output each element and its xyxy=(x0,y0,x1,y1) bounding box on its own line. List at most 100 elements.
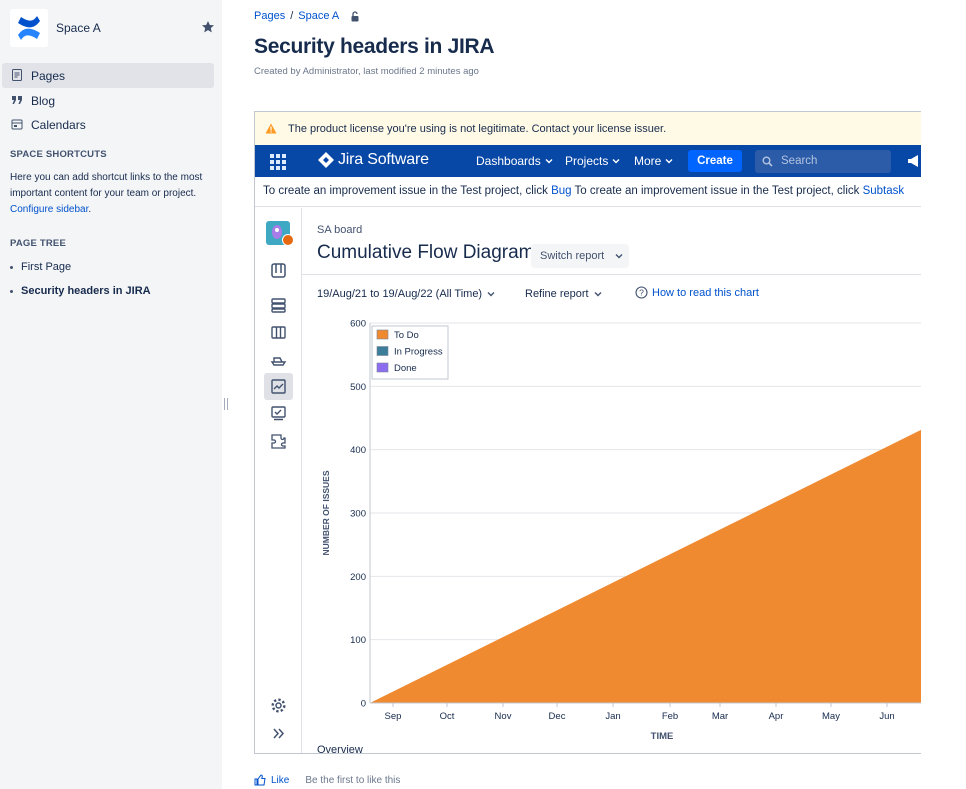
help-icon: ? xyxy=(635,286,648,299)
subtask-link[interactable]: Subtask xyxy=(862,185,905,197)
like-status: Be the first to like this xyxy=(305,774,401,786)
search-placeholder: Search xyxy=(781,155,818,167)
switch-report-label: Switch report xyxy=(540,250,605,262)
x-tick-label: Sep xyxy=(385,711,402,722)
x-tick-label: Jun xyxy=(879,711,894,722)
sidebar-item-label: Blog xyxy=(31,94,56,108)
header-divider xyxy=(302,274,921,275)
shortcuts-description: Here you can add shortcut links to the m… xyxy=(10,172,203,199)
nav-dashboards[interactable]: Dashboards xyxy=(476,154,553,168)
megaphone-icon[interactable] xyxy=(907,154,921,168)
nav-projects-label: Projects xyxy=(565,154,609,168)
switch-report-button[interactable]: Switch report xyxy=(531,244,629,268)
announcement-part: To create an improvement issue in the Te… xyxy=(263,185,552,197)
x-tick-label: Nov xyxy=(495,711,512,722)
like-button[interactable]: Like xyxy=(271,774,290,786)
y-tick-label: 400 xyxy=(350,445,366,456)
report-title: Cumulative Flow Diagram xyxy=(317,242,535,263)
confluence-logo-icon[interactable] xyxy=(10,9,48,47)
project-avatar[interactable] xyxy=(266,221,294,246)
area-series-to-do xyxy=(370,429,921,703)
breadcrumb-pages[interactable]: Pages xyxy=(254,10,286,22)
chevron-down-icon xyxy=(545,159,553,164)
svg-text:?: ? xyxy=(639,288,644,298)
nav-dashboards-label: Dashboards xyxy=(476,154,541,168)
issues-icon[interactable] xyxy=(264,400,293,427)
page-metadata: Created by Administrator, last modified … xyxy=(254,66,479,77)
sidebar-item-label: Pages xyxy=(31,69,66,83)
board-name[interactable]: SA board xyxy=(317,224,363,236)
add-ons-icon[interactable] xyxy=(264,428,293,455)
shortcuts-period: . xyxy=(88,204,92,215)
legend-swatch xyxy=(376,329,389,340)
unlock-icon[interactable] xyxy=(350,10,361,22)
bullet-icon xyxy=(10,266,13,269)
board-icon[interactable] xyxy=(264,257,293,284)
releases-icon[interactable] xyxy=(264,346,293,373)
jira-logo-icon[interactable] xyxy=(318,152,334,168)
overview-heading: Overview xyxy=(317,744,363,754)
sidebar-item-calendars[interactable]: Calendars xyxy=(2,112,214,137)
chevron-down-icon xyxy=(665,159,673,164)
y-tick-label: 200 xyxy=(350,572,366,583)
license-warning-text: The product license you're using is not … xyxy=(288,123,667,135)
project-sidebar xyxy=(255,208,302,753)
refine-report-label: Refine report xyxy=(525,288,589,300)
columns-icon[interactable] xyxy=(264,319,293,346)
configure-sidebar-link[interactable]: Configure sidebar xyxy=(10,204,89,215)
star-icon[interactable] xyxy=(201,20,215,34)
announcement-part: To create an improvement issue in the Te… xyxy=(571,185,863,197)
backlog-icon[interactable] xyxy=(264,292,293,319)
sidebar-resize-handle[interactable] xyxy=(224,398,228,410)
breadcrumb-space[interactable]: Space A xyxy=(298,10,340,22)
legend-label: To Do xyxy=(394,330,419,341)
breadcrumb: Pages / Space A xyxy=(254,10,361,22)
search-input[interactable]: Search xyxy=(755,150,891,173)
jira-brand[interactable]: Jira Software xyxy=(338,151,429,168)
legend-swatch xyxy=(376,346,389,356)
bullet-icon xyxy=(10,290,13,293)
date-range-dropdown[interactable]: 19/Aug/21 to 19/Aug/22 (All Time) xyxy=(317,288,495,300)
nav-more-label: More xyxy=(634,154,662,168)
calendar-icon xyxy=(11,119,23,130)
refine-report-dropdown[interactable]: Refine report xyxy=(525,288,602,300)
x-tick-label: Dec xyxy=(549,711,566,722)
announcement-text: To create an improvement issue in the Te… xyxy=(263,185,904,197)
legend-label: Done xyxy=(394,363,417,374)
space-name[interactable]: Space A xyxy=(56,21,101,35)
rocket-icon xyxy=(272,225,282,239)
bug-link[interactable]: Bug xyxy=(551,185,572,197)
nav-more[interactable]: More xyxy=(634,154,673,168)
legend-label: In Progress xyxy=(394,347,443,358)
create-button[interactable]: Create xyxy=(688,150,742,172)
sidebar-item-blog[interactable]: Blog xyxy=(2,88,214,113)
y-tick-label: 100 xyxy=(350,635,366,646)
search-icon xyxy=(762,156,773,167)
space-header[interactable]: Space A xyxy=(10,9,216,47)
sidebar-item-label: Calendars xyxy=(31,118,86,132)
expand-sidebar-icon[interactable] xyxy=(264,720,293,747)
legend-swatch xyxy=(376,362,389,373)
sidebar-item-pages[interactable]: Pages xyxy=(2,63,214,88)
space-sidebar: Space A Pages Blog Calendars SPACE SHORT… xyxy=(0,0,222,789)
how-to-read-label: How to read this chart xyxy=(652,286,759,299)
x-tick-label: Feb xyxy=(662,711,678,722)
nav-projects[interactable]: Projects xyxy=(565,154,620,168)
space-shortcuts-text: Here you can add shortcut links to the m… xyxy=(10,170,210,218)
page-tree-title: PAGE TREE xyxy=(10,238,66,249)
warning-icon xyxy=(265,123,277,134)
thumbs-up-icon[interactable] xyxy=(254,774,266,786)
how-to-read-link[interactable]: ? How to read this chart xyxy=(635,286,759,299)
x-tick-label: May xyxy=(822,711,840,722)
y-tick-label: 500 xyxy=(350,382,366,393)
announcement-banner: To create an improvement issue in the Te… xyxy=(255,177,921,207)
x-tick-label: Apr xyxy=(769,711,784,722)
breadcrumb-separator: / xyxy=(290,10,294,22)
like-row: Like Be the first to like this xyxy=(254,774,400,786)
settings-icon[interactable] xyxy=(264,692,293,719)
reports-icon[interactable] xyxy=(264,373,293,400)
space-shortcuts-title: SPACE SHORTCUTS xyxy=(10,149,107,160)
app-switcher-icon[interactable] xyxy=(269,153,287,171)
jira-embed: The product license you're using is not … xyxy=(254,111,921,754)
license-warning: The product license you're using is not … xyxy=(255,112,921,145)
